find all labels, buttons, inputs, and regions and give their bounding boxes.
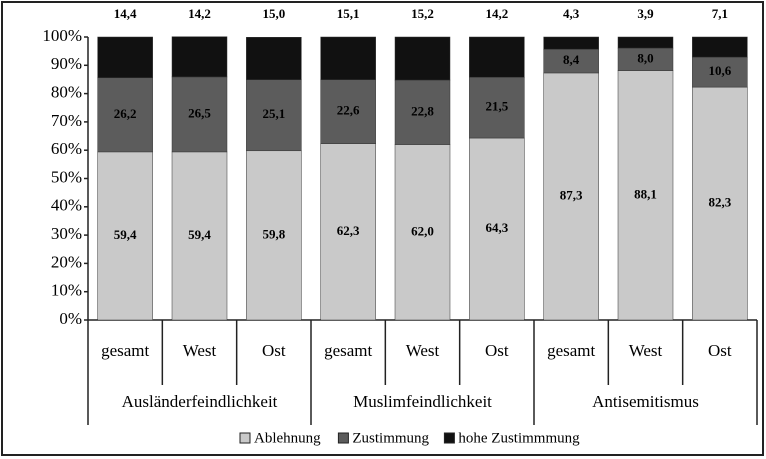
x-tick-label: West bbox=[406, 341, 440, 360]
bar-segment bbox=[394, 36, 451, 81]
bar-segment bbox=[543, 36, 599, 50]
group-label: Muslimfeindlichkeit bbox=[353, 392, 492, 411]
value-label: 8,4 bbox=[563, 52, 580, 67]
bar-segment bbox=[469, 137, 525, 321]
bar-segment bbox=[617, 70, 674, 321]
y-tick-label: 0% bbox=[59, 309, 82, 328]
bar-segment bbox=[692, 86, 748, 321]
y-tick-label: 20% bbox=[51, 252, 82, 271]
value-label: 59,4 bbox=[114, 227, 137, 242]
legend-swatch bbox=[337, 432, 349, 444]
bar-segment bbox=[97, 36, 153, 79]
y-tick-label: 90% bbox=[51, 54, 82, 73]
value-label: 22,8 bbox=[411, 103, 434, 118]
bar-segment bbox=[171, 76, 228, 153]
value-label: 15,2 bbox=[411, 6, 434, 21]
y-tick-label: 40% bbox=[51, 196, 82, 215]
group-label: Antisemitismus bbox=[592, 392, 699, 411]
value-label: 15,1 bbox=[337, 6, 360, 21]
bar-segment bbox=[692, 36, 748, 58]
bar-segment bbox=[469, 76, 525, 139]
y-tick-label: 100% bbox=[42, 26, 82, 45]
value-label: 64,3 bbox=[485, 220, 508, 235]
y-tick-label: 30% bbox=[51, 224, 82, 243]
legend-label: Zustimmung bbox=[352, 430, 429, 446]
y-tick-label: 70% bbox=[51, 111, 82, 130]
bar-segment bbox=[617, 36, 674, 49]
value-label: 26,2 bbox=[114, 106, 137, 121]
x-tick-label: gesamt bbox=[324, 341, 372, 360]
legend-swatch bbox=[443, 432, 455, 444]
x-tick-label: West bbox=[183, 341, 217, 360]
bar-segment bbox=[469, 36, 525, 78]
bar-segment bbox=[320, 79, 376, 144]
bar-segment bbox=[171, 36, 228, 78]
value-label: 4,3 bbox=[563, 6, 580, 21]
value-label: 14,2 bbox=[188, 6, 211, 21]
value-label: 22,6 bbox=[337, 103, 360, 118]
value-label: 88,1 bbox=[634, 186, 657, 201]
x-tick-label: gesamt bbox=[101, 341, 149, 360]
bar-segment bbox=[394, 79, 451, 145]
bar-segment bbox=[246, 150, 302, 321]
value-label: 21,5 bbox=[485, 99, 508, 114]
bar-segment bbox=[97, 77, 153, 153]
y-tick-label: 80% bbox=[51, 83, 82, 102]
value-label: 26,5 bbox=[188, 105, 211, 120]
bar-segment bbox=[97, 151, 153, 321]
bar-segment bbox=[320, 143, 376, 321]
value-label: 59,4 bbox=[188, 227, 211, 242]
value-label: 14,2 bbox=[485, 6, 508, 21]
x-tick-label: Ost bbox=[485, 341, 509, 360]
bar-segment bbox=[171, 151, 228, 321]
legend-label: Ablehnung bbox=[254, 430, 321, 446]
x-tick-label: Ost bbox=[262, 341, 286, 360]
bar-segment bbox=[246, 37, 302, 80]
value-label: 25,1 bbox=[262, 106, 285, 121]
y-tick-label: 50% bbox=[51, 167, 82, 186]
value-label: 15,0 bbox=[262, 6, 285, 21]
y-tick-label: 60% bbox=[51, 139, 82, 158]
value-label: 14,4 bbox=[114, 6, 137, 21]
x-tick-label: gesamt bbox=[547, 341, 595, 360]
legend-swatch bbox=[239, 432, 251, 444]
y-tick-label: 10% bbox=[51, 281, 82, 300]
value-label: 10,6 bbox=[708, 63, 731, 78]
bar-segment bbox=[394, 144, 451, 321]
value-label: 8,0 bbox=[637, 50, 653, 65]
x-tick-label: West bbox=[629, 341, 663, 360]
bar-segment bbox=[543, 72, 599, 321]
value-label: 3,9 bbox=[637, 6, 654, 21]
value-label: 82,3 bbox=[708, 195, 731, 210]
bar-segment bbox=[692, 56, 748, 88]
value-label: 62,0 bbox=[411, 223, 434, 238]
group-label: Ausländerfeindlichkeit bbox=[122, 392, 278, 411]
bar-segment bbox=[246, 79, 302, 152]
legend-label: hohe Zustimmmung bbox=[458, 430, 580, 446]
x-tick-label: Ost bbox=[708, 341, 732, 360]
value-label: 62,3 bbox=[337, 223, 360, 238]
value-label: 87,3 bbox=[560, 187, 583, 202]
value-label: 59,8 bbox=[262, 226, 285, 241]
bar-segment bbox=[320, 36, 376, 80]
value-label: 7,1 bbox=[712, 6, 728, 21]
